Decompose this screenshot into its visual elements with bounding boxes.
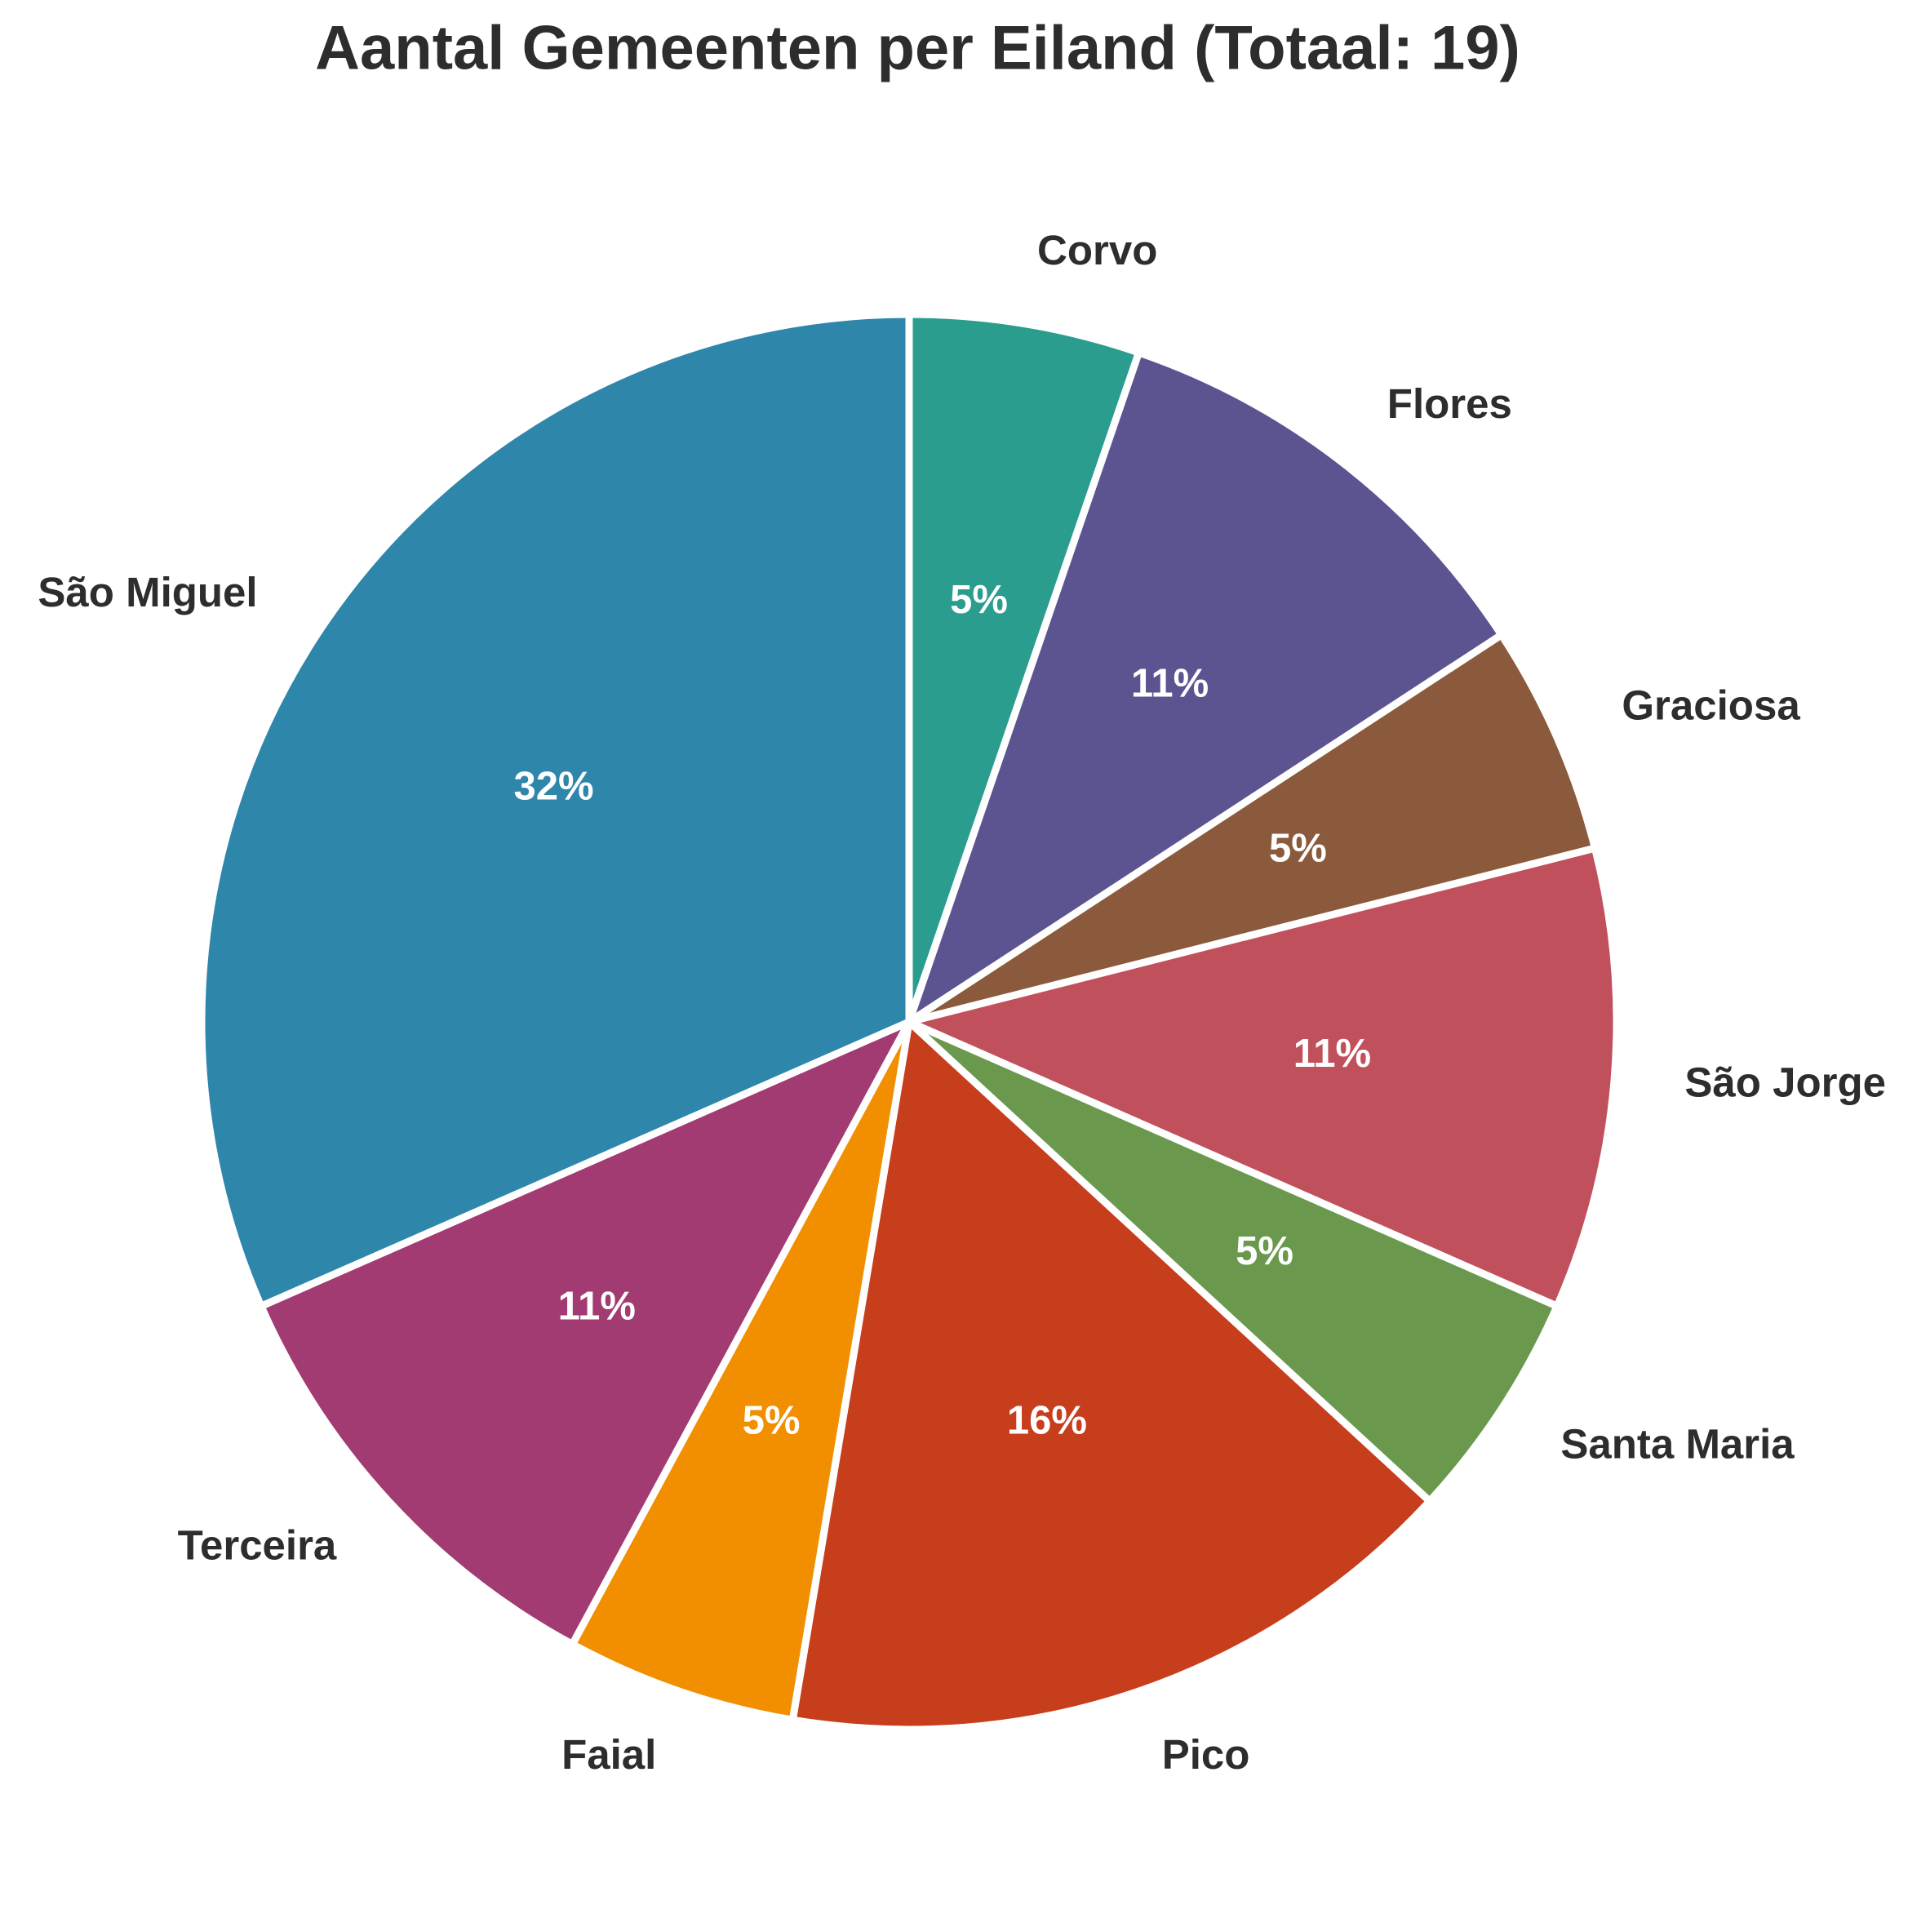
svg-text:5%: 5% xyxy=(743,1398,801,1442)
svg-text:Terceira: Terceira xyxy=(178,1522,337,1569)
svg-text:Corvo: Corvo xyxy=(1037,227,1157,273)
svg-text:São Jorge: São Jorge xyxy=(1684,1059,1886,1106)
svg-text:11%: 11% xyxy=(558,1285,636,1329)
svg-text:Faial: Faial xyxy=(561,1731,656,1778)
svg-text:Santa Maria: Santa Maria xyxy=(1560,1420,1795,1467)
svg-text:5%: 5% xyxy=(1236,1229,1293,1273)
svg-text:11%: 11% xyxy=(1293,1032,1371,1076)
svg-text:Graciosa: Graciosa xyxy=(1622,682,1800,729)
svg-text:São Miguel: São Miguel xyxy=(38,569,257,615)
svg-text:11%: 11% xyxy=(1131,662,1209,706)
svg-text:Pico: Pico xyxy=(1162,1731,1250,1778)
svg-text:Aantal Gemeenten per Eiland (T: Aantal Gemeenten per Eiland (Totaal: 19) xyxy=(315,14,1520,83)
svg-text:5%: 5% xyxy=(950,578,1008,622)
svg-text:Flores: Flores xyxy=(1387,380,1512,427)
svg-text:5%: 5% xyxy=(1269,826,1327,870)
svg-text:32%: 32% xyxy=(513,765,593,809)
svg-text:16%: 16% xyxy=(1007,1398,1087,1442)
